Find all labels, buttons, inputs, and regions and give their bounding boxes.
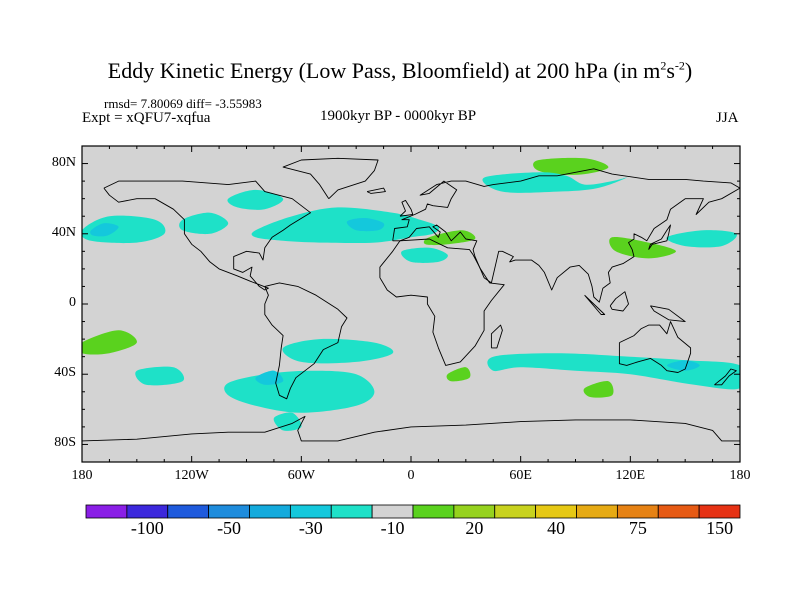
coastline-6 <box>282 157 379 200</box>
colorbar-bin <box>126 504 169 519</box>
colorbar-bin <box>330 504 373 519</box>
colorbar-bin <box>412 504 455 519</box>
anomaly-regions <box>82 157 740 431</box>
region-n-atlantic-negative <box>251 207 440 244</box>
region-s-atlantic-negative <box>282 338 394 364</box>
coastline-5 <box>82 415 740 442</box>
coastline-9 <box>490 324 503 349</box>
region-n-pacific-west-core <box>90 223 119 237</box>
x-tick-label: 120W <box>174 468 209 483</box>
period-label: 1900kyr BP - 0000kyr BP <box>320 108 477 124</box>
region-east-asia-positive <box>609 236 676 259</box>
colorbar-label: 75 <box>628 518 647 538</box>
coastline-2 <box>379 238 505 366</box>
x-tick-label: 120E <box>615 468 646 483</box>
y-tick-label: 40N <box>51 224 76 240</box>
coastline-3 <box>392 168 740 303</box>
colorbar-bin <box>85 504 128 519</box>
colorbar-label: -10 <box>380 518 405 538</box>
region-nw-pacific-negative <box>666 230 737 248</box>
colorbar-label: 20 <box>465 518 484 538</box>
region-n-america-interior-negative <box>227 189 284 210</box>
region-s-indian-positive <box>583 381 614 398</box>
colorbar-bin <box>616 504 659 519</box>
coastline-14 <box>366 187 386 194</box>
colorbar-bin <box>576 504 618 519</box>
chart-title: Eddy Kinetic Energy (Low Pass, Bloomfiel… <box>0 58 800 84</box>
colorbar-bin <box>494 504 537 519</box>
title-unit2: s <box>666 58 675 83</box>
y-tick-label: 80S <box>54 435 76 451</box>
colorbar-bin <box>249 504 291 519</box>
y-tick-label: 40S <box>54 365 76 381</box>
region-n-africa-negative <box>401 247 448 263</box>
x-tick-label: 60W <box>287 468 315 483</box>
coastline-4 <box>618 321 692 373</box>
region-australia-core <box>666 360 700 371</box>
coastlines <box>82 157 740 442</box>
region-n-atlantic-core <box>346 217 385 232</box>
title-main: Eddy Kinetic Energy (Low Pass, Bloomfiel… <box>107 58 661 83</box>
y-tick-label: 0 <box>69 295 76 310</box>
coastline-13 <box>714 368 737 386</box>
colorbar-bin <box>698 504 741 519</box>
region-siberia-ring <box>482 172 628 193</box>
x-tick-label: 180 <box>729 468 751 483</box>
region-siberia-positive <box>533 157 609 175</box>
title-exp1: 2 <box>660 58 667 73</box>
colorbar-label: 40 <box>547 518 566 538</box>
x-tick-label: 60E <box>509 468 532 483</box>
region-antarctic-negative <box>273 412 302 431</box>
coastline-0 <box>103 180 311 291</box>
coastline-10 <box>584 294 606 315</box>
colorbar-bin <box>167 504 210 519</box>
colorbar-bin <box>535 504 577 519</box>
region-s-pacific-positive <box>82 330 137 355</box>
colorbar-bin <box>371 504 414 519</box>
colorbar-label: -50 <box>217 518 242 538</box>
x-tick-label: 0 <box>407 468 415 483</box>
colorbar-bin <box>208 504 250 519</box>
x-tick-label: 180 <box>71 468 93 483</box>
y-tick-label: 80N <box>51 154 76 170</box>
colorbar-label: -100 <box>130 518 164 538</box>
coastline-12 <box>650 305 686 323</box>
title-close: ) <box>684 58 693 83</box>
season-label: JJA <box>716 110 739 126</box>
region-s-africa-positive <box>446 367 471 382</box>
region-s-pacific-east-negative <box>135 366 185 386</box>
experiment-label: Expt = xQFU7-xqfua <box>82 110 211 126</box>
stats-line: rmsd= 7.80069 diff= -3.55983 <box>104 96 262 111</box>
title-exp2: -2 <box>674 58 685 73</box>
colorbar-label: -30 <box>298 518 323 538</box>
colorbar-bin <box>453 504 496 519</box>
coastline-7 <box>399 199 414 217</box>
colorbar-label: 150 <box>706 518 734 538</box>
colorbar-bin <box>657 504 700 519</box>
coastline-1 <box>264 282 348 400</box>
colorbar-bin <box>289 504 332 519</box>
coastline-8 <box>648 224 671 250</box>
map-background <box>82 146 740 462</box>
coastline-11 <box>609 291 629 312</box>
region-n-pacific-east-negative <box>179 212 229 235</box>
